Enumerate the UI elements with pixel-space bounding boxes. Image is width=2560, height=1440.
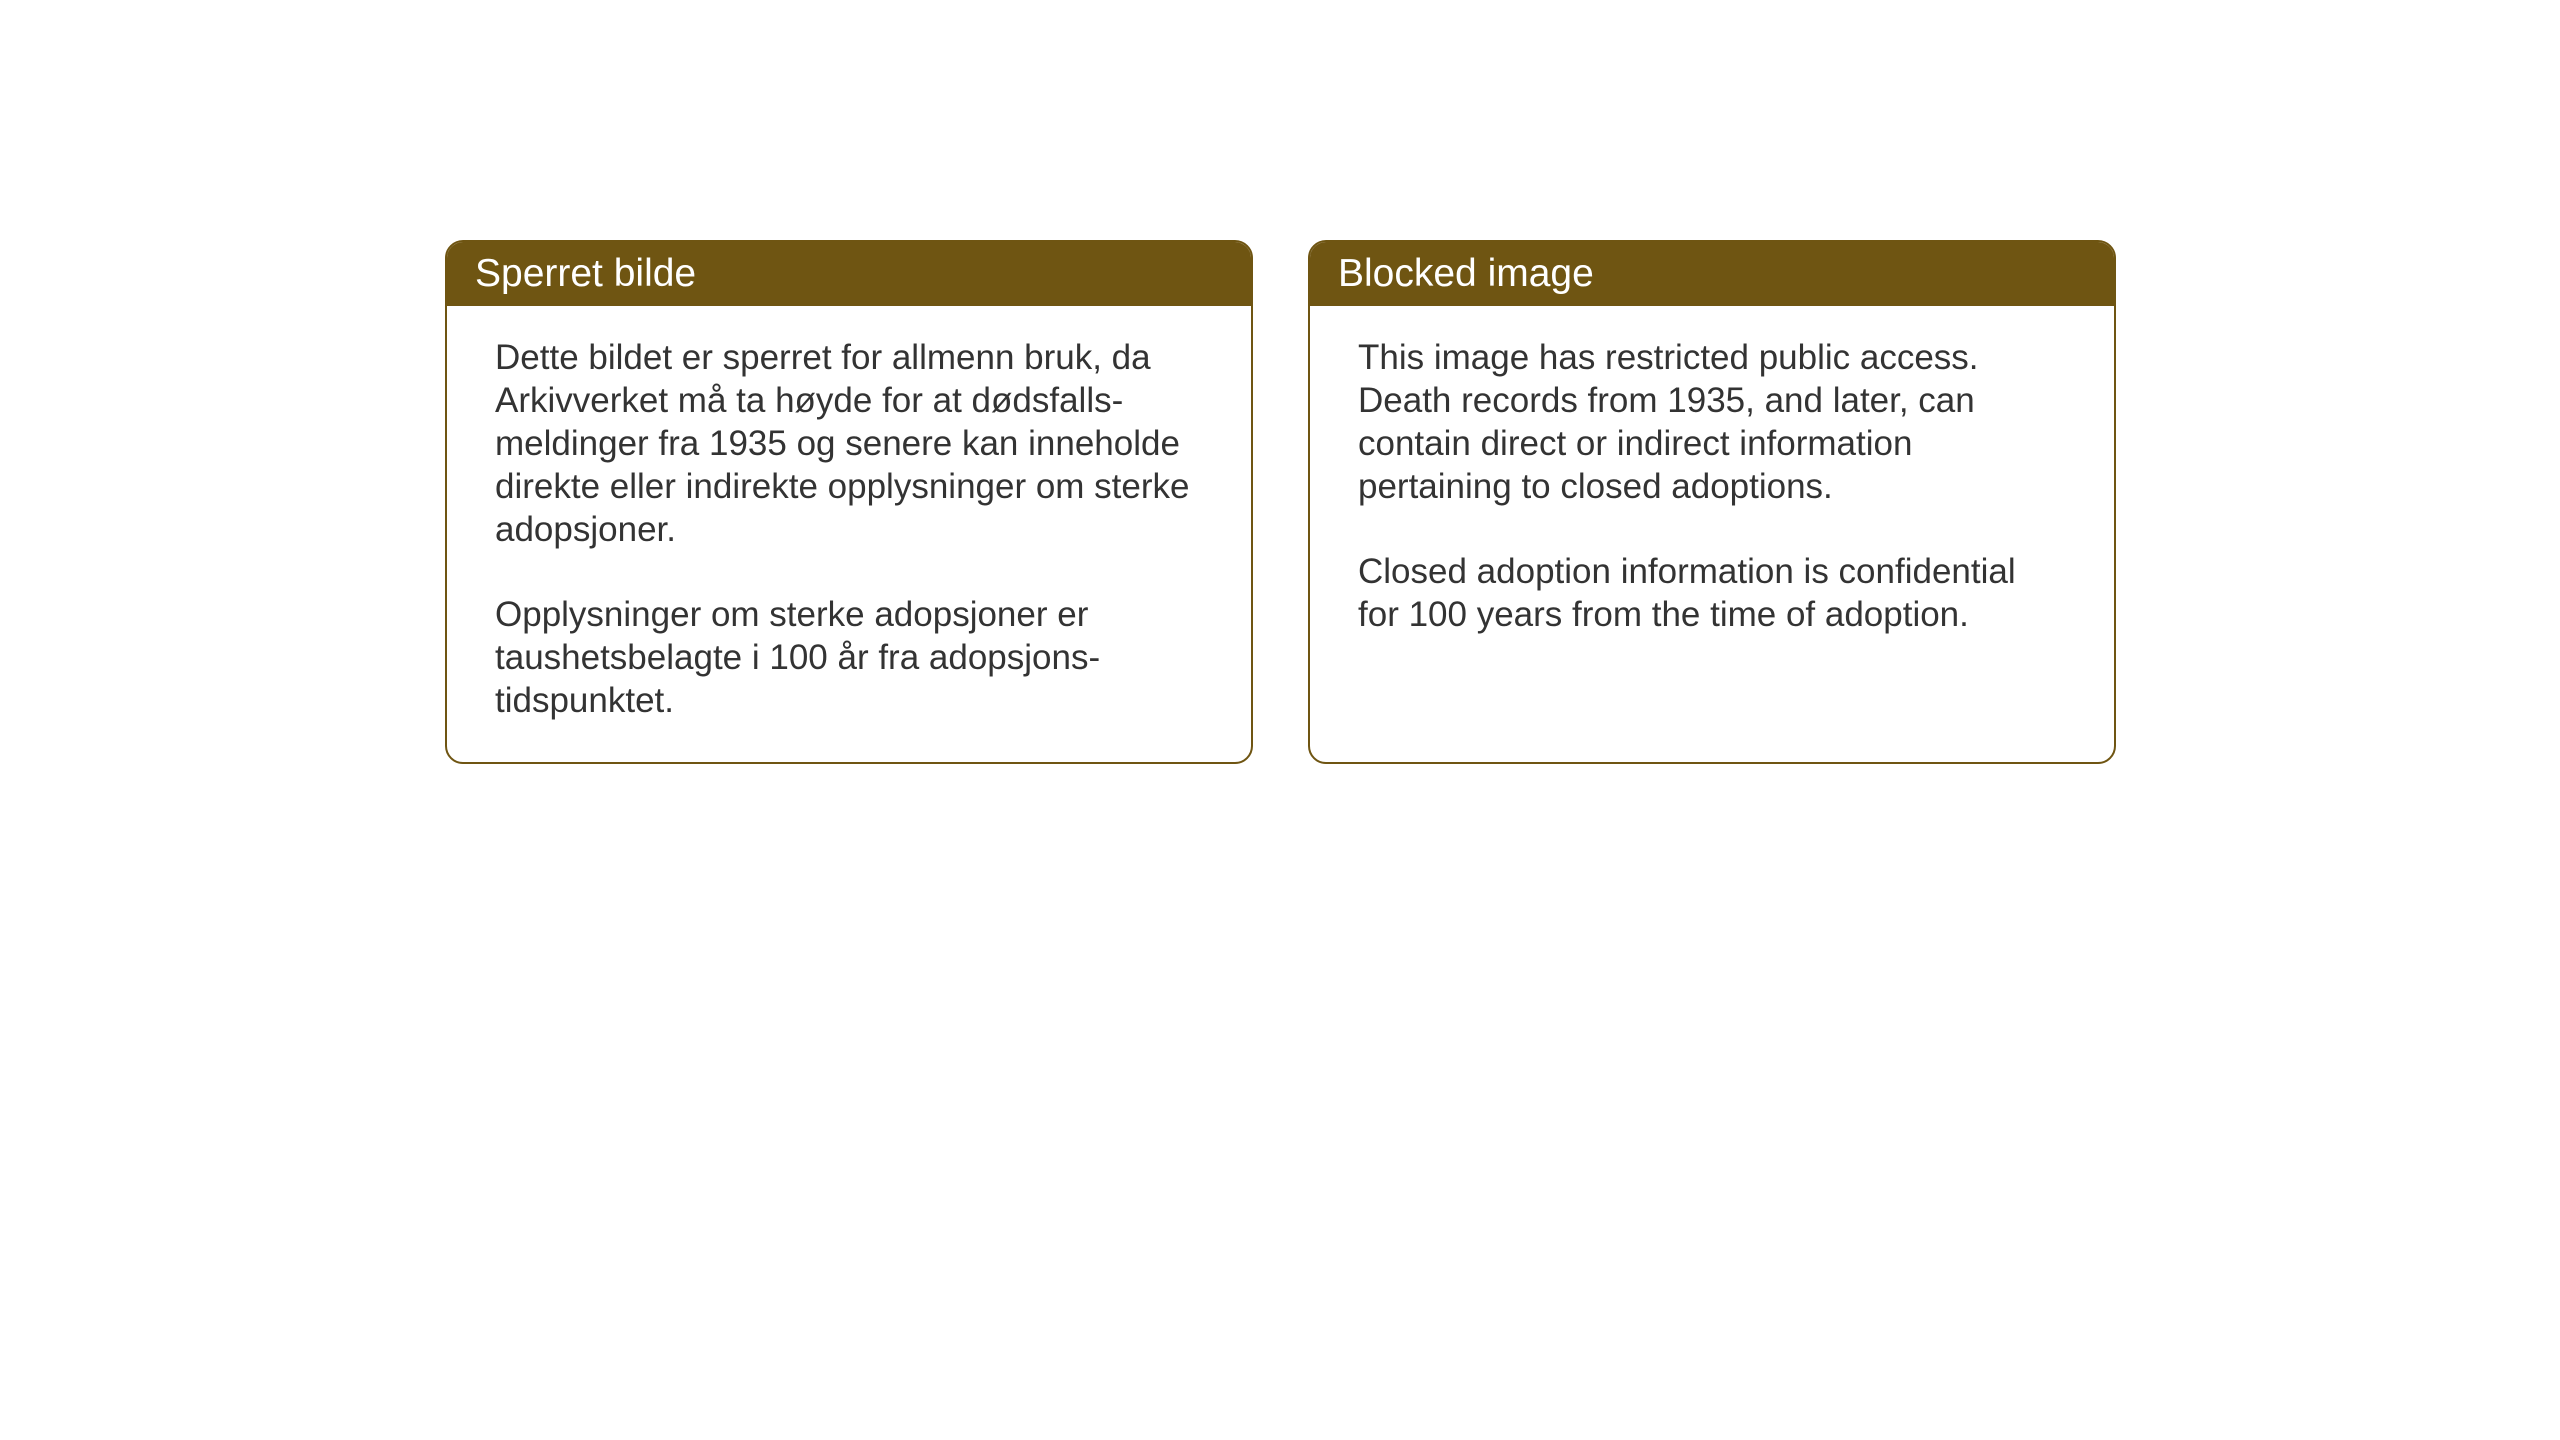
norwegian-paragraph-1: Dette bildet er sperret for allmenn bruk… <box>495 336 1203 551</box>
english-card-body: This image has restricted public access.… <box>1310 306 2114 676</box>
english-notice-card: Blocked image This image has restricted … <box>1308 240 2116 764</box>
norwegian-card-body: Dette bildet er sperret for allmenn bruk… <box>447 306 1251 762</box>
english-paragraph-2: Closed adoption information is confident… <box>1358 550 2066 636</box>
norwegian-paragraph-2: Opplysninger om sterke adopsjoner er tau… <box>495 593 1203 722</box>
norwegian-notice-card: Sperret bilde Dette bildet er sperret fo… <box>445 240 1253 764</box>
notice-cards-container: Sperret bilde Dette bildet er sperret fo… <box>445 240 2116 764</box>
english-paragraph-1: This image has restricted public access.… <box>1358 336 2066 508</box>
english-card-title: Blocked image <box>1310 242 2114 306</box>
norwegian-card-title: Sperret bilde <box>447 242 1251 306</box>
